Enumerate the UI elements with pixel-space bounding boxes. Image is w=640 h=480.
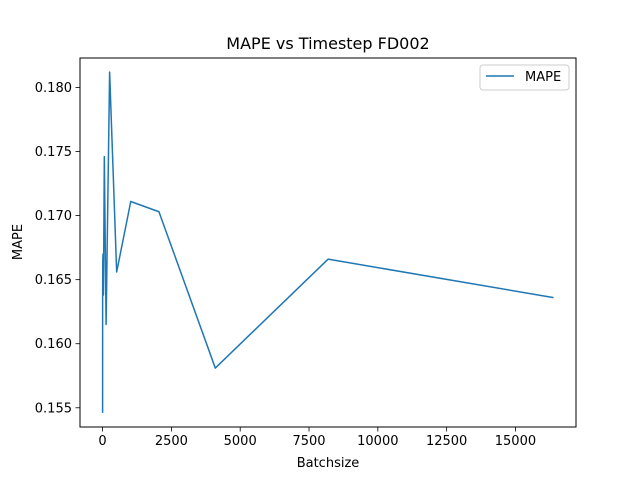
y-tick-label: 0.170 bbox=[35, 209, 72, 224]
y-tick-label: 0.155 bbox=[35, 401, 72, 416]
x-tick-label: 10000 bbox=[357, 434, 398, 449]
x-tick-label: 15000 bbox=[495, 434, 536, 449]
y-axis: 0.155 0.160 0.165 0.170 0.175 0.180 bbox=[35, 81, 80, 416]
chart-title: MAPE vs Timestep FD002 bbox=[226, 34, 429, 53]
x-tick-label: 2500 bbox=[155, 434, 188, 449]
x-axis-label: Batchsize bbox=[297, 456, 360, 471]
x-tick-label: 12500 bbox=[426, 434, 467, 449]
plot-area bbox=[79, 57, 577, 428]
series-line-mape bbox=[101, 71, 554, 413]
legend-box bbox=[479, 64, 570, 91]
x-tick-label: 0 bbox=[98, 434, 106, 449]
y-tick-label: 0.180 bbox=[35, 81, 72, 96]
x-axis: 0 2500 5000 7500 10000 12500 15000 bbox=[98, 427, 536, 449]
y-axis-label: MAPE bbox=[11, 224, 26, 260]
legend-label: MAPE bbox=[525, 70, 561, 85]
legend: MAPE bbox=[479, 64, 570, 91]
y-tick-label: 0.175 bbox=[35, 145, 72, 160]
y-tick-label: 0.165 bbox=[35, 273, 72, 288]
x-tick-label: 5000 bbox=[224, 434, 257, 449]
y-tick-label: 0.160 bbox=[35, 337, 72, 352]
plot-frame bbox=[79, 57, 577, 428]
series-layer bbox=[101, 71, 554, 413]
x-tick-label: 7500 bbox=[292, 434, 325, 449]
